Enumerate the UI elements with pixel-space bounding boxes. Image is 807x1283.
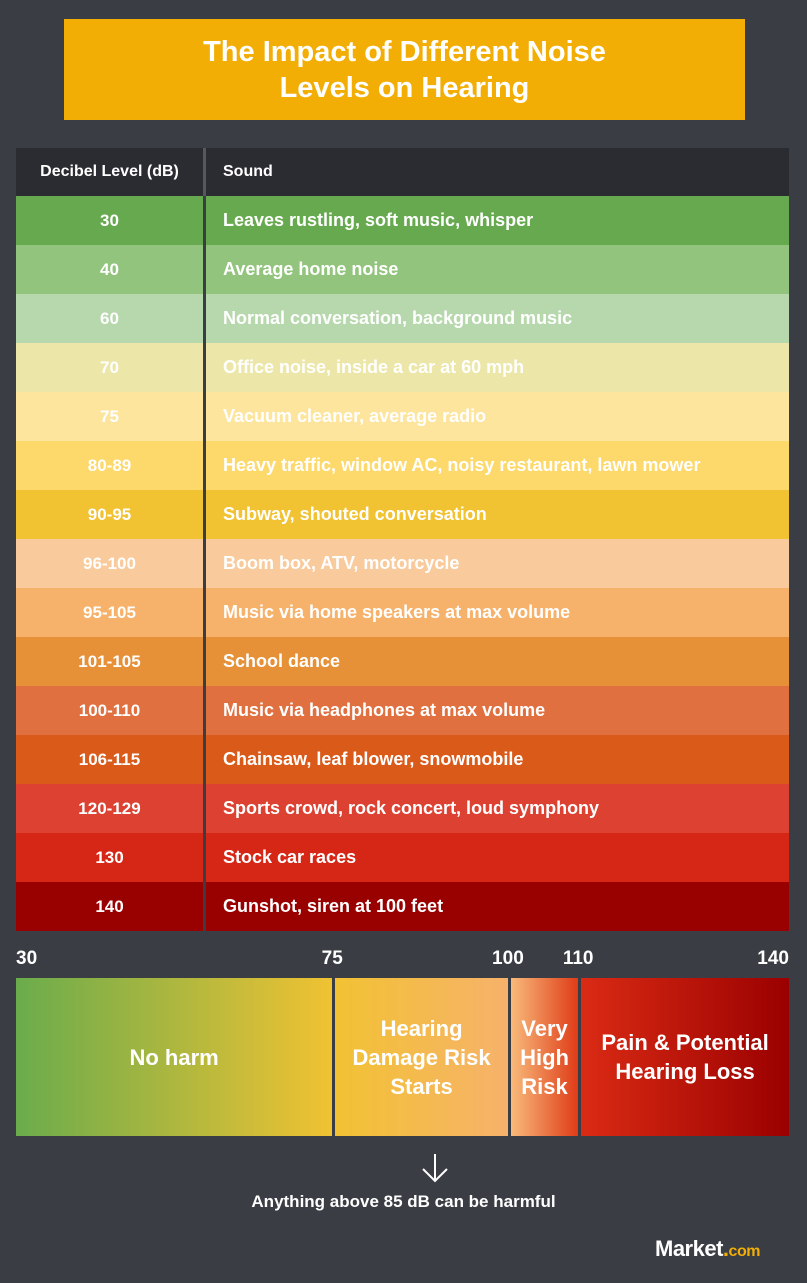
table-row: 30 Leaves rustling, soft music, whisper (16, 196, 789, 245)
table-row: 100-110 Music via headphones at max volum… (16, 686, 789, 735)
sound-cell: Gunshot, siren at 100 feet (223, 896, 444, 916)
decibel-cell: 40 (100, 259, 119, 279)
table-row: 95-105 Music via home speakers at max vol… (16, 588, 789, 637)
table-body: 30 Leaves rustling, soft music, whisper 40… (16, 196, 789, 931)
scale-segment: Very High Risk (507, 978, 579, 1136)
sound-cell: Chainsaw, leaf blower, snowmobile (223, 749, 524, 769)
column-divider (203, 833, 206, 882)
decibel-cell: 90-95 (87, 504, 132, 524)
harm-note: Anything above 85 dB can be harmful (251, 1192, 556, 1211)
sound-cell: School dance (223, 651, 341, 671)
scale-segment: No harm (16, 978, 333, 1136)
decibel-cell: 70 (100, 357, 119, 377)
table-row: 120-129 Sports crowd, rock concert, loud … (16, 784, 789, 833)
column-divider (203, 441, 206, 490)
decibel-cell: 80-89 (87, 455, 132, 475)
column-divider (203, 588, 206, 637)
table-row: 106-115 Chainsaw, leaf blower, snowmobile (16, 735, 789, 784)
risk-scale-bar: No harm Hearing Damage Risk Starts Very Hi… (16, 978, 789, 1136)
column-divider (203, 539, 206, 588)
sound-cell: Sports crowd, rock concert, loud symphon… (223, 798, 600, 818)
decibel-cell: 106-115 (78, 749, 141, 769)
sound-cell: Boom box, ATV, motorcycle (223, 553, 460, 573)
decibel-cell: 130 (95, 847, 124, 867)
sound-cell: Heavy traffic, window AC, noisy restaura… (223, 455, 701, 475)
sound-cell: Average home noise (223, 259, 399, 279)
page-title: The Impact of Different Noise Levels on … (203, 35, 606, 104)
column-divider (203, 196, 206, 245)
scale-tick-label: 100 (492, 948, 524, 969)
table-row: 40 Average home noise (16, 245, 789, 294)
table-row: 101-105 School dance (16, 637, 789, 686)
decibel-cell: 100-110 (78, 700, 141, 720)
scale-tick-label: 75 (321, 948, 343, 969)
column-divider (203, 294, 206, 343)
column-divider (203, 735, 206, 784)
scale-segment: Pain & Potential Hearing Loss (578, 978, 789, 1136)
table-row: 90-95 Subway, shouted conversation (16, 490, 789, 539)
column-divider (203, 148, 206, 196)
sound-cell: Music via home speakers at max volume (223, 602, 571, 622)
decibel-cell: 120-129 (78, 798, 141, 818)
title-banner: The Impact of Different Noise Levels on … (64, 19, 745, 120)
sound-cell: Office noise, inside a car at 60 mph (223, 357, 525, 377)
decibel-cell: 140 (95, 896, 124, 916)
decibel-cell: 101-105 (78, 651, 141, 671)
logo-suffix: com (728, 1243, 761, 1260)
table-row: 75 Vacuum cleaner, average radio (16, 392, 789, 441)
table-row: 80-89 Heavy traffic, window AC, noisy res… (16, 441, 789, 490)
table-row: 130 Stock car races (16, 833, 789, 882)
scale-tick-label: 140 (757, 948, 789, 969)
table-row: 96-100 Boom box, ATV, motorcycle (16, 539, 789, 588)
column-divider (203, 343, 206, 392)
sound-cell: Vacuum cleaner, average radio (223, 406, 487, 426)
sound-cell: Leaves rustling, soft music, whisper (223, 210, 534, 230)
column-divider (203, 637, 206, 686)
decibel-cell: 30 (100, 210, 119, 230)
sound-cell: Normal conversation, background music (223, 308, 573, 328)
scale-tick-label: 110 (562, 948, 594, 969)
scale-segment: Hearing Damage Risk Starts (332, 978, 508, 1136)
column-divider (203, 490, 206, 539)
logo-word: Market (655, 1236, 723, 1261)
column-header-decibel: Decibel Level (dB) (40, 163, 179, 180)
sound-cell: Stock car races (223, 847, 357, 867)
scale-tick-labels: 30 75 100 110 140 (16, 948, 789, 972)
column-divider (203, 392, 206, 441)
table-row: 70 Office noise, inside a car at 60 mph (16, 343, 789, 392)
arrow-down-icon (422, 1154, 448, 1183)
column-header-sound: Sound (223, 163, 273, 180)
scale-tick-label: 30 (16, 948, 38, 969)
decibel-cell: 60 (100, 308, 119, 328)
sound-cell: Subway, shouted conversation (223, 504, 487, 524)
table-row: 60 Normal conversation, background music (16, 294, 789, 343)
decibel-cell: 96-100 (83, 553, 136, 573)
column-divider (203, 784, 206, 833)
table-header: Decibel Level (dB) Sound (16, 148, 789, 196)
column-divider (203, 245, 206, 294)
market-logo: Market.com (655, 1236, 760, 1262)
noise-table: Decibel Level (dB) Sound 30 Leaves rustli… (16, 148, 789, 931)
decibel-cell: 95-105 (83, 602, 136, 622)
column-divider (203, 882, 206, 931)
column-divider (203, 686, 206, 735)
sound-cell: Music via headphones at max volume (223, 700, 546, 720)
table-row: 140 Gunshot, siren at 100 feet (16, 882, 789, 931)
logo-dot: . (722, 1236, 729, 1261)
decibel-cell: 75 (100, 406, 119, 426)
